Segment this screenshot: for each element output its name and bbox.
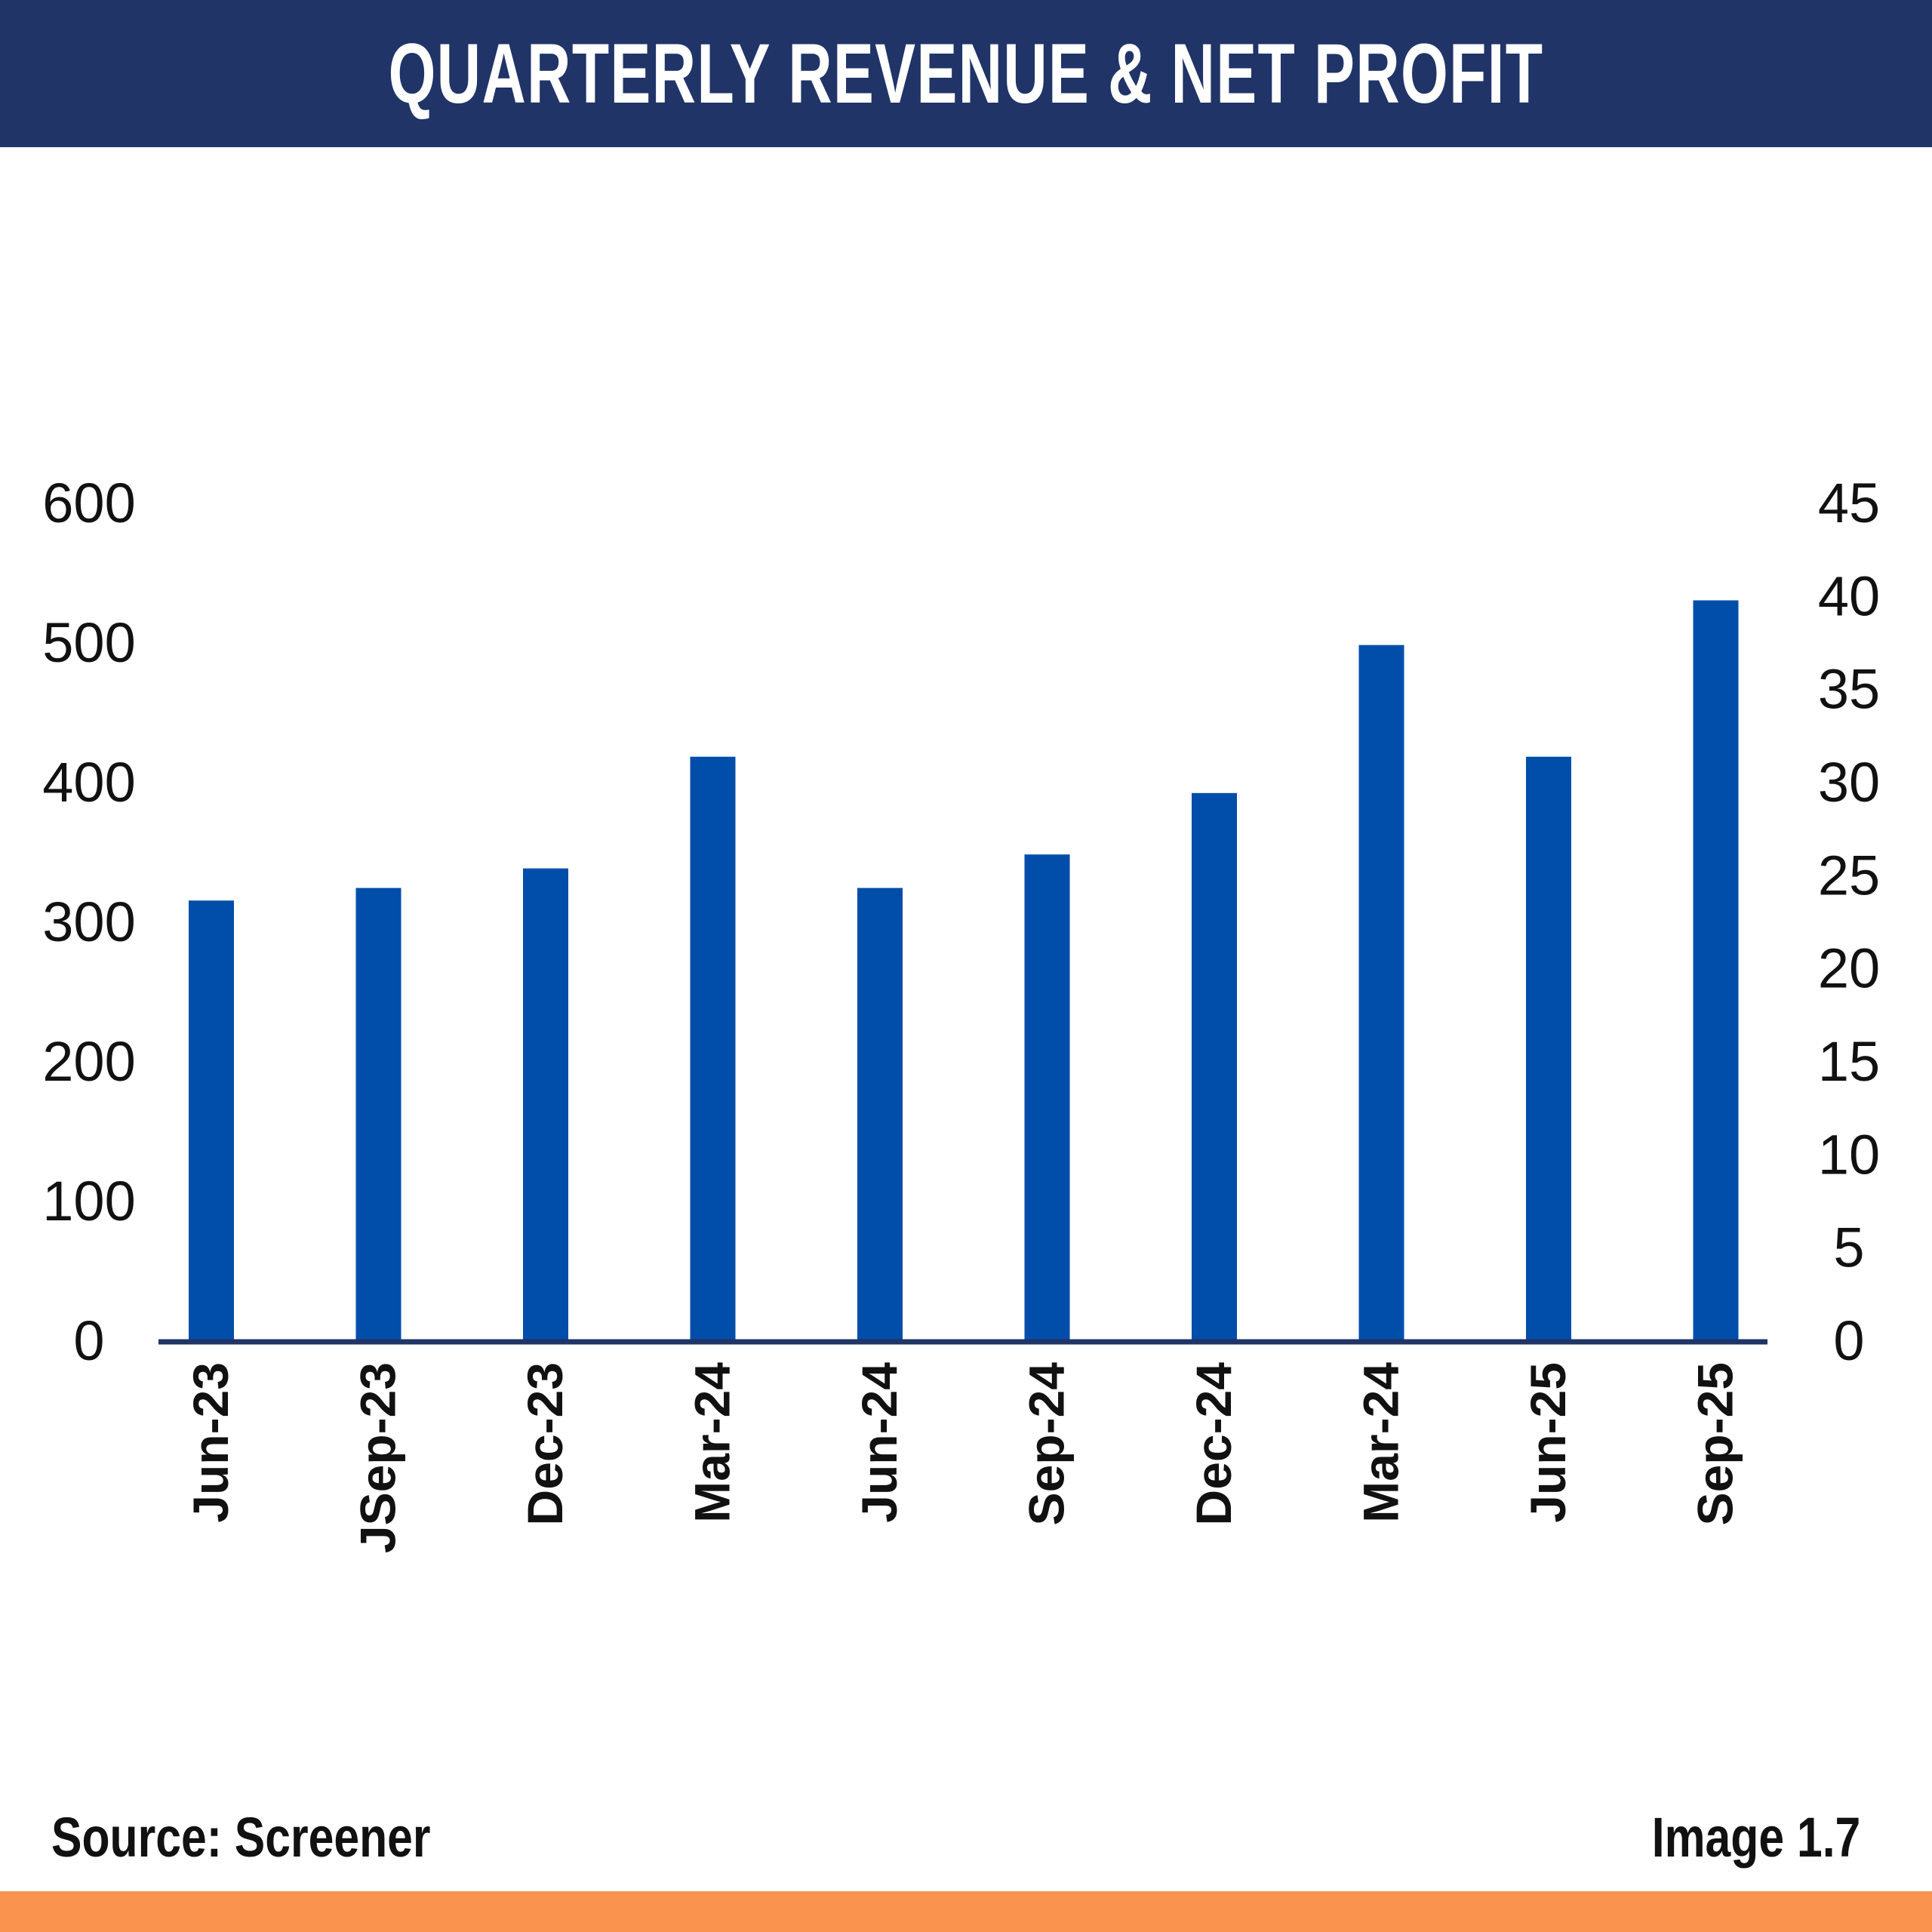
bar: [1693, 600, 1739, 1340]
right-y-tick-label: 5: [1833, 1217, 1864, 1279]
left-y-tick-label: 0: [73, 1309, 104, 1372]
chart-title: QUARTERLY REVENUE & NET PROFIT: [388, 26, 1544, 121]
x-tick-label: Sep-24: [1019, 1362, 1075, 1526]
x-tick-label: Mar-24: [685, 1362, 740, 1523]
bar: [1024, 854, 1070, 1340]
bar: [690, 756, 736, 1340]
left-y-tick-label: 200: [42, 1030, 135, 1093]
right-y-tick-label: 15: [1818, 1030, 1880, 1093]
bar: [857, 888, 903, 1340]
right-y-tick-label: 20: [1818, 937, 1880, 1000]
right-y-tick-label: 40: [1818, 565, 1880, 627]
bar: [523, 868, 568, 1340]
right-y-tick-label: 30: [1818, 751, 1880, 814]
right-y-tick-label: 10: [1818, 1123, 1880, 1186]
left-y-tick-label: 400: [42, 751, 135, 814]
x-tick-label: Dec-24: [1186, 1362, 1241, 1526]
image-number-label: Image 1.7: [1651, 1806, 1860, 1869]
x-tick-label: Jun-25: [1520, 1362, 1576, 1523]
bar: [1358, 645, 1404, 1340]
bar: [355, 888, 401, 1340]
bar: [1192, 792, 1237, 1340]
x-tick-label: JSep-23: [350, 1362, 406, 1553]
bar: [189, 900, 234, 1340]
bar: [1526, 756, 1571, 1340]
right-y-tick-label: 25: [1818, 844, 1880, 906]
source-label: Source: Screener: [51, 1806, 431, 1869]
left-y-tick-label: 500: [42, 611, 135, 674]
x-axis: Jun-23 JSep-23 Dec-23 Mar-24 Jun-24 Sep-24 Dec…: [183, 1362, 1743, 1553]
left-y-axis: 0 100 200 300 400 500 600: [42, 472, 135, 1372]
right-y-tick-label: 35: [1818, 658, 1880, 721]
right-y-tick-label: 0: [1833, 1309, 1864, 1372]
x-tick-label: Jun-24: [851, 1362, 907, 1523]
right-y-axis: 0 5 10 15 20 25 30 35 40 45: [1818, 472, 1880, 1372]
x-tick-label: Jun-23: [183, 1362, 238, 1523]
x-tick-label: Sep-25: [1687, 1362, 1743, 1525]
left-y-tick-label: 600: [42, 472, 135, 534]
title-bar: QUARTERLY REVENUE & NET PROFIT: [0, 0, 1932, 147]
footer-bar: [0, 1891, 1932, 1932]
x-tick-label: Dec-23: [517, 1362, 573, 1525]
left-y-tick-label: 100: [42, 1170, 135, 1232]
left-y-tick-label: 300: [42, 891, 135, 953]
x-tick-label: Mar-24: [1353, 1362, 1409, 1523]
right-y-tick-label: 45: [1818, 472, 1880, 534]
bar-series: [189, 600, 1739, 1340]
